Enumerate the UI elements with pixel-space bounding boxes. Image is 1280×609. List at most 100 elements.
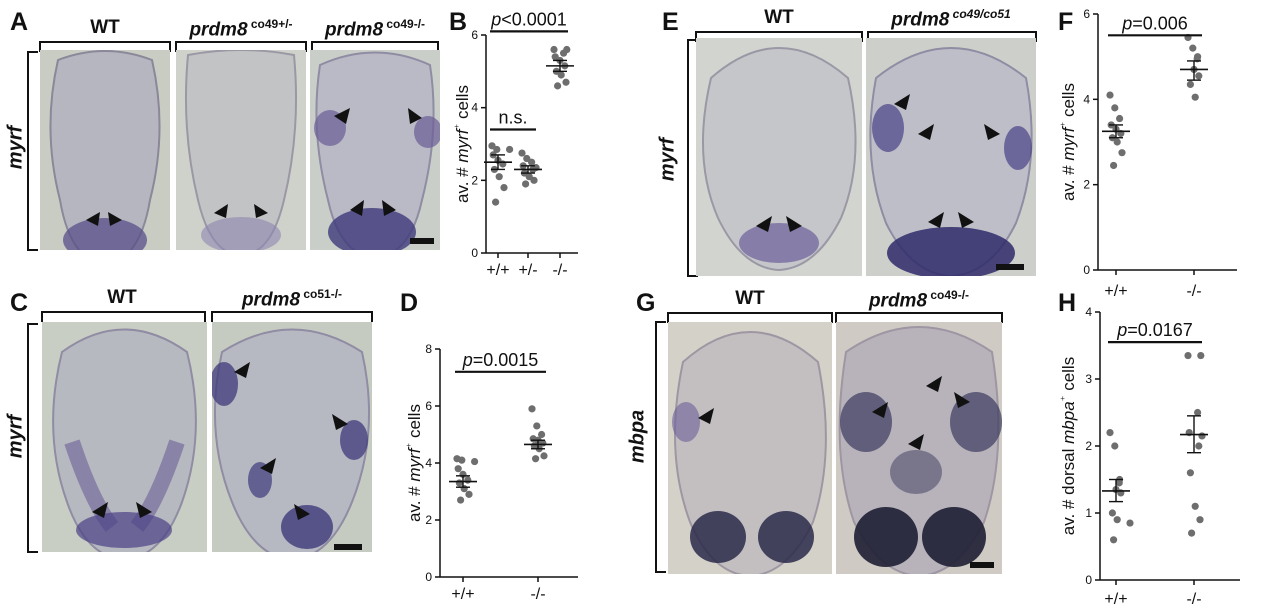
panel-letter-e: E bbox=[662, 8, 679, 36]
panel-e-image-2 bbox=[866, 38, 1036, 276]
y-tick-label: 4 bbox=[1083, 92, 1090, 106]
y-tick-label: 1 bbox=[1085, 506, 1092, 520]
data-point bbox=[1191, 502, 1199, 510]
panel-c-brackets bbox=[41, 311, 373, 322]
data-point bbox=[1194, 408, 1202, 417]
significance-label: p=0.006 bbox=[1121, 13, 1188, 33]
panel-letter-c: C bbox=[10, 289, 29, 317]
panel-c-head-2: prdm8 co51-/- bbox=[241, 287, 343, 311]
panel-g-image-1 bbox=[668, 322, 832, 574]
panel-e-head-2: prdm8 co49/co51 bbox=[891, 7, 1011, 31]
data-point bbox=[1113, 516, 1121, 524]
panel-c-image-2 bbox=[212, 322, 372, 552]
y-tick-label: 4 bbox=[425, 456, 432, 470]
panel-g-brackets bbox=[667, 312, 1003, 323]
panel-e-head-1: WT bbox=[764, 7, 794, 28]
data-point bbox=[1111, 104, 1119, 112]
data-point bbox=[540, 452, 548, 460]
y-axis-label: av. # myrf⁺ cells bbox=[453, 85, 472, 203]
panel-c-image-1 bbox=[42, 322, 207, 552]
panel-a-scale-bar bbox=[410, 238, 434, 244]
panel-c-head-1: WT bbox=[107, 287, 137, 308]
data-point bbox=[560, 49, 568, 57]
y-axis-label: av. # myrf⁺ cells bbox=[1059, 83, 1078, 201]
y-tick-label: 8 bbox=[425, 342, 432, 356]
chart-f: 0 2 4 6 +/+ -/- av. # myrf⁺ cells p=0.006 bbox=[1059, 7, 1237, 300]
y-tick-label: 0 bbox=[1085, 573, 1092, 587]
panel-a-head-3: prdm8 co49-/- bbox=[324, 17, 426, 41]
data-point bbox=[500, 184, 508, 192]
panel-a-side-bracket bbox=[27, 51, 38, 251]
y-tick-label: 4 bbox=[471, 101, 478, 115]
data-point bbox=[528, 405, 536, 413]
panel-a-brackets bbox=[39, 41, 439, 52]
panel-letter-h: H bbox=[1058, 289, 1077, 317]
panel-c-side-bracket bbox=[27, 323, 38, 553]
data-point bbox=[1195, 442, 1203, 450]
data-point bbox=[1196, 516, 1204, 524]
panel-e-image-1 bbox=[696, 38, 862, 276]
data-point bbox=[557, 71, 565, 79]
data-point bbox=[454, 465, 462, 473]
x-tick-label: +/+ bbox=[451, 586, 474, 603]
x-tick-label: +/+ bbox=[1104, 591, 1127, 608]
data-point bbox=[1186, 469, 1194, 477]
panel-g-side-bracket bbox=[655, 321, 666, 573]
y-tick-label: 2 bbox=[1083, 178, 1090, 192]
y-axis-label: av. # myrf⁺ cells bbox=[405, 404, 424, 522]
chart-d: 0 2 4 6 8 +/+ -/- av. # myrf⁺ cells p=0.0015 bbox=[405, 342, 578, 603]
data-point bbox=[1106, 91, 1114, 99]
data-point bbox=[1118, 149, 1126, 157]
panel-c-tissue-label: myrf bbox=[4, 414, 27, 459]
data-point bbox=[528, 158, 536, 166]
data-point bbox=[1189, 44, 1197, 52]
data-point bbox=[1110, 161, 1118, 170]
x-tick-label: -/- bbox=[530, 586, 545, 603]
data-point bbox=[533, 422, 541, 430]
panel-g-tissue-label: mbpa bbox=[626, 409, 649, 464]
data-point bbox=[554, 82, 562, 90]
panel-a-tissue-label: myrf bbox=[4, 125, 27, 170]
panel-g-head-2: prdm8 co49-/- bbox=[868, 288, 970, 312]
panel-letter-g: G bbox=[636, 289, 656, 317]
data-point bbox=[1113, 138, 1121, 146]
y-tick-label: 4 bbox=[1085, 305, 1092, 319]
data-point bbox=[465, 490, 473, 498]
x-tick-label: +/+ bbox=[1104, 283, 1127, 300]
data-point bbox=[1108, 509, 1116, 517]
data-point bbox=[495, 173, 503, 181]
x-tick-label: -/- bbox=[1186, 283, 1201, 300]
panel-a-image-1 bbox=[40, 50, 170, 250]
data-point bbox=[492, 198, 500, 206]
data-point bbox=[506, 145, 514, 154]
y-axis-label: av. # dorsal mbpa⁺ cells bbox=[1059, 357, 1078, 535]
y-tick-label: 2 bbox=[471, 173, 478, 187]
data-point bbox=[471, 457, 479, 466]
panel-e-scale-bar bbox=[996, 264, 1024, 270]
data-point bbox=[518, 149, 526, 157]
data-point bbox=[460, 485, 468, 493]
data-point bbox=[1197, 351, 1205, 360]
data-point bbox=[1186, 80, 1194, 88]
chart-h: 0 1 2 3 4 +/+ -/- av. # dorsal mbpa⁺ cells p=0.0… bbox=[1059, 305, 1240, 608]
x-tick-label: +/+ bbox=[486, 262, 509, 279]
y-tick-label: 6 bbox=[1083, 7, 1090, 21]
data-point bbox=[455, 479, 463, 487]
data-point bbox=[1184, 351, 1192, 360]
x-tick-label: +/- bbox=[518, 262, 537, 279]
panel-a-head-2: prdm8 co49+/- bbox=[189, 17, 293, 41]
panel-g-scale-bar bbox=[970, 562, 994, 568]
data-point bbox=[457, 496, 465, 504]
x-tick-label: -/- bbox=[1186, 591, 1201, 608]
y-tick-label: 2 bbox=[1085, 439, 1092, 453]
data-point bbox=[530, 176, 538, 184]
panel-letter-d: D bbox=[400, 289, 419, 317]
panel-e-brackets bbox=[695, 31, 1037, 42]
x-tick-label: -/- bbox=[552, 262, 567, 279]
panel-e-tissue-label: myrf bbox=[656, 137, 679, 182]
significance-label: p=0.0167 bbox=[1116, 320, 1193, 340]
data-point bbox=[493, 145, 501, 154]
data-point bbox=[532, 455, 540, 463]
data-point bbox=[1195, 72, 1203, 80]
panel-letter-a: A bbox=[10, 8, 29, 36]
